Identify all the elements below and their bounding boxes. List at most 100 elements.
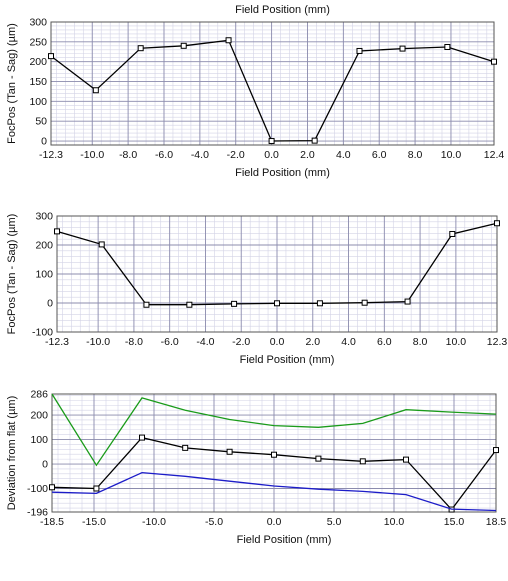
- x-tick-label: -12.3: [45, 336, 69, 348]
- plot-area: [51, 22, 494, 145]
- y-tick-label: -100: [27, 483, 48, 495]
- x-tick-label: -18.5: [40, 516, 64, 528]
- data-point: [186, 301, 193, 308]
- y-tick-label: 300: [35, 211, 53, 223]
- x-tick-label: -6.0: [155, 149, 173, 161]
- data-point: [316, 300, 323, 307]
- series-line-1: [51, 393, 497, 467]
- data-point: [225, 37, 232, 44]
- y-tick-label: 150: [29, 76, 47, 88]
- data-point: [226, 448, 233, 455]
- data-point: [49, 484, 55, 491]
- data-point: [444, 43, 451, 50]
- data-point: [491, 58, 497, 65]
- x-tick-label: 6.0: [372, 149, 387, 161]
- data-point: [48, 53, 54, 60]
- x-tick-label: 10.0: [384, 516, 405, 528]
- top-axis-label: Field Position (mm): [235, 4, 330, 16]
- x-tick-label: -12.3: [39, 149, 63, 161]
- plot-frame: [56, 215, 498, 333]
- data-point: [399, 45, 406, 52]
- y-tick-label: 286: [30, 389, 48, 401]
- y-tick-label: 0: [41, 136, 47, 148]
- y-axis-label: FocPos (Tan - Sag) (µm): [6, 214, 18, 335]
- x-tick-label: 5.0: [327, 516, 342, 528]
- y-tick-label: 200: [29, 56, 47, 68]
- y-axis-label: FocPos (Tan - Sag) (µm): [6, 23, 18, 144]
- y-tick-label: -196: [27, 507, 48, 519]
- x-tick-label: 4.0: [336, 149, 351, 161]
- x-tick-label: 18.5: [486, 516, 507, 528]
- x-tick-label: -10.0: [86, 336, 110, 348]
- data-point: [404, 298, 411, 305]
- data-point: [92, 87, 99, 94]
- x-tick-label: -5.0: [205, 516, 223, 528]
- x-tick-label: 4.0: [341, 336, 356, 348]
- data-point: [231, 300, 238, 307]
- x-tick-label: -15.0: [82, 516, 106, 528]
- x-axis-label: Field Position (mm): [235, 167, 330, 179]
- x-tick-label: -8.0: [119, 149, 137, 161]
- x-tick-label: -2.0: [232, 336, 250, 348]
- y-tick-label: 0: [42, 459, 48, 471]
- x-tick-label: 0.0: [264, 149, 279, 161]
- data-point: [449, 230, 456, 237]
- x-tick-label: 2.0: [305, 336, 320, 348]
- x-tick-label: 8.0: [408, 149, 423, 161]
- x-tick-label: -4.0: [196, 336, 214, 348]
- data-point: [494, 220, 500, 227]
- x-axis-label: Field Position (mm): [240, 354, 335, 366]
- data-point: [271, 451, 277, 458]
- data-point: [493, 447, 499, 454]
- data-point: [403, 456, 409, 463]
- y-axis-label: Deviation from flat (µm): [6, 396, 18, 511]
- x-axis-label: Field Position (mm): [237, 534, 332, 546]
- data-point: [98, 241, 105, 248]
- data-point: [137, 45, 144, 52]
- x-tick-label: 12.3: [487, 336, 508, 348]
- x-tick-label: -10.0: [142, 516, 166, 528]
- data-point: [356, 47, 363, 54]
- chart-3: -18.5 -15.0 -10.0 -5.0 0.0 5.0 10.0 15.0 18.5 286…: [6, 389, 506, 547]
- y-tick-label: 200: [35, 240, 53, 252]
- y-tick-label: 100: [30, 434, 48, 446]
- x-tick-label: -10.0: [80, 149, 104, 161]
- x-tick-label: 0.0: [270, 336, 285, 348]
- y-tick-label: 300: [29, 17, 47, 29]
- y-tick-label: 100: [35, 269, 53, 281]
- chart-1: -12.3 -10.0 -8.0 -6.0 -4.0 -2.0 0.0 2.0 4.0 6.0 8.…: [6, 4, 504, 179]
- data-point: [54, 228, 60, 235]
- x-tick-label: 6.0: [377, 336, 392, 348]
- data-point: [274, 300, 280, 307]
- x-tick-label: 10.0: [441, 149, 462, 161]
- x-tick-label: -8.0: [125, 336, 143, 348]
- series-line-3: [51, 471, 497, 512]
- data-point: [315, 455, 322, 462]
- data-point: [361, 299, 368, 306]
- x-tick-label: -2.0: [227, 149, 245, 161]
- y-tick-label: 100: [29, 96, 47, 108]
- data-point: [139, 434, 145, 441]
- x-tick-label: 12.4: [484, 149, 505, 161]
- y-tick-label: -100: [32, 327, 53, 339]
- x-tick-label: 10.0: [446, 336, 467, 348]
- x-tick-label: -4.0: [191, 149, 209, 161]
- chart-2: -12.3 -10.0 -8.0 -6.0 -4.0 -2.0 0.0 2.0 4.0 6.0 8.…: [6, 211, 507, 367]
- data-point: [93, 485, 100, 492]
- data-point: [268, 138, 275, 145]
- data-point: [180, 42, 187, 49]
- y-tick-label: 0: [47, 298, 53, 310]
- data-point: [311, 137, 318, 144]
- x-tick-label: 15.0: [444, 516, 465, 528]
- data-point: [182, 444, 189, 451]
- y-tick-label: 200: [30, 410, 48, 422]
- y-tick-label: 50: [35, 116, 47, 128]
- x-tick-label: 0.0: [267, 516, 282, 528]
- x-tick-label: 2.0: [300, 149, 315, 161]
- x-tick-label: -6.0: [161, 336, 179, 348]
- data-point: [359, 458, 366, 465]
- plot-frame: [50, 21, 495, 146]
- x-tick-label: 8.0: [413, 336, 428, 348]
